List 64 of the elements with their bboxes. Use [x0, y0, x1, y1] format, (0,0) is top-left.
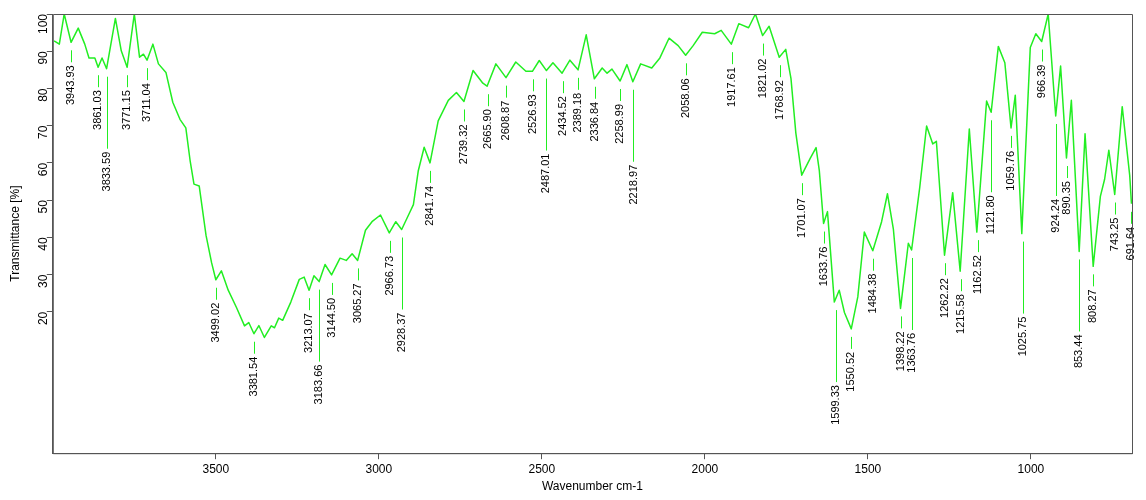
annotation: 1363.76: [905, 332, 918, 373]
y-tick-label: 40: [36, 237, 51, 251]
annotation: 3144.50: [324, 297, 337, 338]
y-tick-label: 60: [36, 162, 51, 177]
y-tick-label: 30: [36, 274, 51, 288]
x-tick-label: 3500: [202, 461, 230, 476]
annotation: 3213.07: [302, 313, 315, 353]
annotation: 3711.04: [140, 83, 153, 123]
annotation: 2336.84: [588, 101, 601, 142]
annotation: 2389.18: [571, 92, 584, 133]
x-tick-label: 2000: [691, 461, 719, 476]
annotation: 2928.37: [395, 312, 408, 353]
y-tick-label: 90: [36, 50, 51, 65]
annotation: 1162.52: [970, 255, 983, 295]
annotation: 1215.58: [953, 294, 966, 334]
annotation: 3499.02: [209, 302, 222, 343]
y-tick-label: 80: [36, 88, 51, 102]
x-axis-title: Wavenumber cm-1: [541, 479, 644, 494]
annotation: 924.24: [1048, 198, 1061, 233]
annotation: 1917.61: [724, 67, 737, 107]
annotation: 1633.76: [817, 246, 830, 287]
annotation: 743.25: [1107, 217, 1120, 252]
annotation: 2218.97: [626, 164, 639, 205]
annotation: 2739.32: [456, 124, 469, 165]
annotation: 2487.01: [539, 153, 552, 194]
annotation: 1262.22: [938, 278, 951, 318]
annotation: 2434.52: [556, 96, 569, 136]
annotation: 1599.33: [828, 385, 841, 425]
y-axis-title: Transmittance [%]: [7, 185, 22, 282]
annotation: 3183.66: [311, 364, 324, 405]
annotation: 1484.38: [866, 273, 879, 314]
annotation: 2526.93: [526, 94, 539, 135]
annotation: 1059.76: [1004, 150, 1017, 191]
annotation: 1025.75: [1015, 316, 1028, 357]
annotation: 3943.93: [64, 65, 77, 106]
annotation: 1121.80: [984, 195, 997, 235]
annotation: 2258.99: [613, 104, 626, 144]
annotation: 3833.59: [100, 151, 113, 192]
y-tick-label: 50: [36, 199, 51, 214]
annotation: 1768.92: [773, 80, 786, 120]
annotation: 1398.22: [894, 331, 907, 372]
annotation: 853.44: [1071, 334, 1084, 369]
annotation: 3065.27: [350, 283, 363, 324]
annotation: 1821.02: [756, 58, 769, 99]
annotation: 966.39: [1034, 64, 1047, 99]
x-tick-label: 3000: [365, 461, 393, 476]
annotation: 2058.06: [678, 78, 691, 119]
annotation: 1550.52: [844, 351, 857, 392]
x-tick-label: 1000: [1017, 461, 1045, 476]
x-tick-label: 2500: [528, 461, 556, 476]
annotation: 2966.73: [382, 255, 395, 296]
annotation: 3861.03: [91, 90, 104, 130]
y-tick-label: 100: [36, 13, 51, 35]
y-tick-label: 20: [36, 311, 51, 326]
annotation: 1701.07: [795, 198, 808, 238]
annotation: 3381.54: [247, 356, 260, 397]
annotation: 2665.90: [480, 109, 493, 149]
annotation: 808.27: [1086, 289, 1099, 324]
x-tick-label: 1500: [854, 461, 882, 476]
annotation: 2841.74: [423, 185, 436, 226]
annotation: 3771.15: [120, 90, 133, 130]
annotation: 890.35: [1059, 181, 1072, 215]
y-tick-label: 70: [36, 125, 51, 140]
annotation: 2608.87: [499, 100, 512, 141]
